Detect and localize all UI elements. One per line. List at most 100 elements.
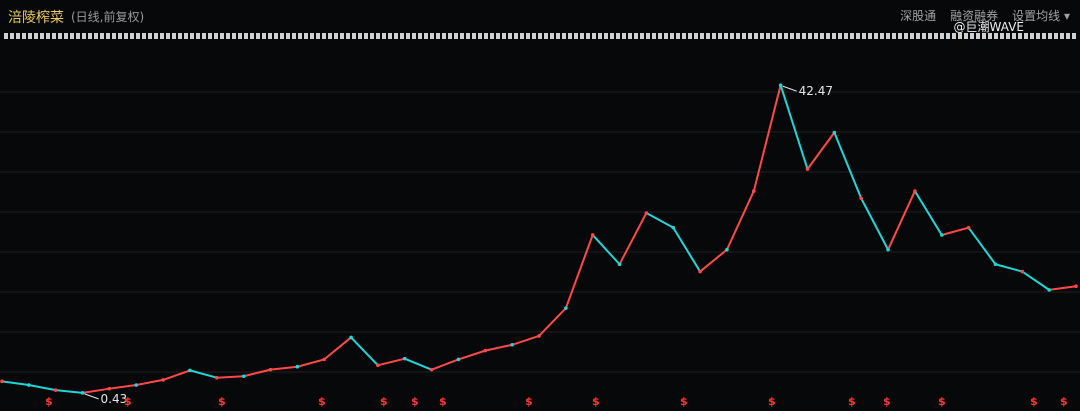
dividend-marker-icon[interactable]: $ (883, 395, 891, 408)
event-marker (178, 33, 182, 39)
price-segment (323, 336, 352, 361)
price-segment (995, 263, 1023, 273)
event-marker (286, 33, 290, 39)
event-marker (676, 33, 680, 39)
event-marker (1036, 33, 1040, 39)
event-marker (1030, 33, 1034, 39)
dividend-marker-icon[interactable]: $ (938, 395, 946, 408)
dividend-marker-icon[interactable]: $ (411, 395, 419, 408)
moving-average-settings-label: 设置均线 (1012, 9, 1061, 23)
event-marker (16, 33, 20, 39)
event-marker (856, 33, 860, 39)
event-marker (670, 33, 674, 39)
event-marker (652, 33, 656, 39)
event-marker (820, 33, 824, 39)
dividend-marker-icon[interactable]: $ (380, 395, 388, 408)
dividend-marker-icon[interactable]: $ (848, 395, 856, 408)
price-annotation: 42.47 (799, 84, 833, 98)
event-marker (604, 33, 608, 39)
price-point (134, 383, 139, 387)
hk-connect-button[interactable]: 深股通 (900, 9, 937, 23)
event-marker (874, 33, 878, 39)
event-marker (784, 33, 788, 39)
event-marker (994, 33, 998, 39)
event-marker (970, 33, 974, 39)
price-point (886, 247, 890, 252)
chart-header: 涪陵榨菜 (日线,前复权) 深股通 融资融券 设置均线 ▾ @巨潮WAVE (0, 0, 1080, 34)
event-marker (682, 33, 686, 39)
event-marker (472, 33, 476, 39)
dividend-marker-icon[interactable]: $ (1060, 395, 1068, 408)
price-point (510, 342, 514, 347)
price-segment (82, 387, 110, 394)
event-marker (448, 33, 452, 39)
event-marker (898, 33, 902, 39)
event-marker (754, 33, 758, 39)
event-marker (58, 33, 62, 39)
dividend-marker-icon[interactable]: $ (1030, 395, 1038, 408)
price-segment (243, 368, 271, 378)
dividend-marker-icon[interactable]: $ (218, 395, 226, 408)
event-marker (28, 33, 32, 39)
event-marker (712, 33, 716, 39)
event-marker (730, 33, 734, 39)
event-marker (796, 33, 800, 39)
event-marker (694, 33, 698, 39)
event-marker (610, 33, 614, 39)
event-marker (646, 33, 650, 39)
event-marker (490, 33, 494, 39)
dividend-marker-icon[interactable]: $ (124, 395, 132, 408)
price-point (590, 233, 595, 237)
event-marker (700, 33, 704, 39)
dividend-marker-icon[interactable]: $ (525, 395, 533, 408)
dividend-marker-icon[interactable]: $ (680, 395, 688, 408)
event-marker (778, 33, 782, 39)
event-marker (184, 33, 188, 39)
price-point (188, 368, 192, 373)
event-marker (274, 33, 278, 39)
margin-trading-button[interactable]: 融资融券 (950, 9, 999, 23)
event-marker (634, 33, 638, 39)
dividend-marker-icon[interactable]: $ (592, 395, 600, 408)
event-marker (76, 33, 80, 39)
event-marker (52, 33, 56, 39)
dividend-marker-icon[interactable]: $ (768, 395, 776, 408)
event-marker (46, 33, 50, 39)
event-marker (514, 33, 518, 39)
event-marker (268, 33, 272, 39)
event-marker (196, 33, 200, 39)
event-marker (550, 33, 554, 39)
dividend-marker-icon[interactable]: $ (45, 395, 53, 408)
dividend-marker-icon[interactable]: $ (318, 395, 326, 408)
price-point (483, 348, 488, 353)
annotation-leader (84, 393, 99, 400)
event-marker (460, 33, 464, 39)
price-point (161, 378, 165, 382)
dividend-marker-icon[interactable]: $ (439, 395, 447, 408)
moving-average-settings-button[interactable]: 设置均线 ▾ (1012, 7, 1070, 24)
price-point (805, 167, 810, 171)
event-marker (880, 33, 884, 39)
event-marker (934, 33, 938, 39)
event-marker (22, 33, 26, 39)
event-marker (280, 33, 284, 39)
event-marker (94, 33, 98, 39)
event-marker (538, 33, 542, 39)
price-segment (270, 365, 298, 371)
event-marker (454, 33, 458, 39)
event-marker (1012, 33, 1016, 39)
price-point (564, 306, 568, 310)
event-marker (400, 33, 404, 39)
event-marker (370, 33, 374, 39)
event-marker (106, 33, 110, 39)
event-marker (718, 33, 722, 39)
price-segment (297, 358, 325, 368)
event-marker (376, 33, 380, 39)
event-marker (136, 33, 140, 39)
price-point (1020, 269, 1025, 274)
event-marker (316, 33, 320, 39)
event-marker (346, 33, 350, 39)
price-segment (806, 131, 836, 170)
price-point (107, 386, 112, 391)
